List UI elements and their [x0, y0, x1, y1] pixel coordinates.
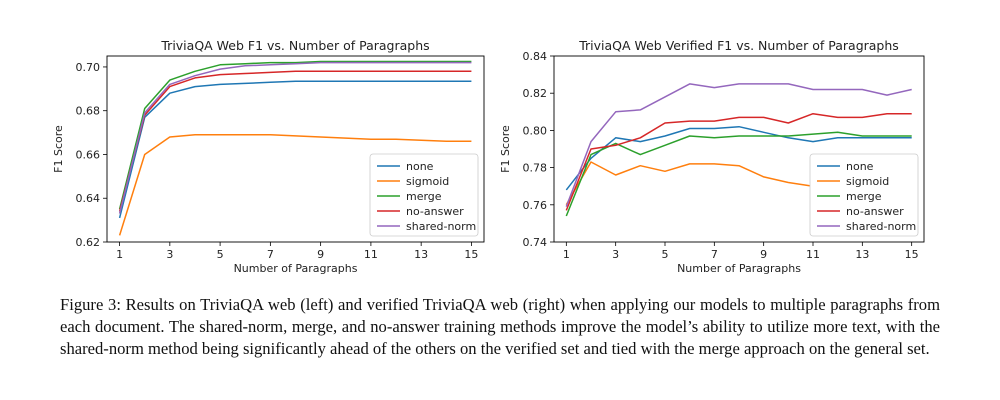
x-tick-label: 11 [806, 248, 820, 261]
y-tick-label: 0.74 [523, 236, 548, 249]
y-tick-label: 0.76 [523, 199, 548, 212]
plot-frame [553, 55, 925, 243]
legend-label-none: none [846, 160, 874, 173]
y-axis-label: F1 Score [52, 125, 65, 173]
x-tick-label: 13 [855, 248, 869, 261]
series-line-merge [118, 60, 472, 210]
y-tick-label: 0.66 [76, 148, 101, 161]
x-tick-label: 5 [662, 248, 669, 261]
x-tick-label: 3 [612, 248, 619, 261]
y-tick-label: 0.84 [523, 50, 548, 63]
y-tick-label: 0.82 [523, 87, 548, 100]
y-axis-label: F1 Score [499, 125, 512, 173]
series-line-sigmoid [118, 134, 472, 236]
y-tick-label: 0.70 [76, 61, 101, 74]
x-tick-label: 15 [905, 248, 919, 261]
legend-label-sigmoid: sigmoid [406, 175, 449, 188]
legend-label-merge: merge [406, 190, 442, 203]
x-tick-label: 1 [116, 248, 123, 261]
legend-label-merge: merge [846, 190, 882, 203]
x-tick-label: 13 [414, 248, 428, 261]
legend-label-sigmoid: sigmoid [846, 175, 889, 188]
x-tick-label: 7 [267, 248, 274, 261]
chart-left: TriviaQA Web F1 vs. Number of Paragraphs… [52, 38, 485, 275]
chart-right: TriviaQA Web Verified F1 vs. Number of P… [499, 38, 925, 275]
legend-box [369, 153, 479, 237]
series-line-no-answer [118, 70, 472, 212]
series-line-shared-norm [118, 61, 472, 214]
series-line-merge [565, 131, 912, 217]
figure-caption: Figure 3: Results on TriviaQA web (left)… [60, 295, 940, 358]
x-axis-label: Number of Paragraphs [677, 262, 801, 275]
y-tick-label: 0.78 [523, 162, 548, 175]
chart-title: TriviaQA Web Verified F1 vs. Number of P… [578, 38, 899, 53]
legend-label-no-answer: no-answer [406, 205, 464, 218]
y-tick-label: 0.64 [76, 192, 101, 205]
legend-label-no-answer: no-answer [846, 205, 904, 218]
x-tick-label: 1 [563, 248, 570, 261]
plot-frame [106, 55, 485, 243]
legend-label-shared-norm: shared-norm [406, 220, 476, 233]
x-tick-label: 9 [760, 248, 767, 261]
legend-label-shared-norm: shared-norm [846, 220, 916, 233]
y-tick-label: 0.68 [76, 105, 101, 118]
series-line-no-answer [565, 112, 912, 211]
x-tick-label: 9 [317, 248, 324, 261]
series-line-none [118, 80, 472, 219]
figure: TriviaQA Web F1 vs. Number of Paragraphs… [52, 38, 925, 275]
x-axis-label: Number of Paragraphs [234, 262, 358, 275]
series-line-none [565, 125, 912, 191]
x-tick-label: 7 [711, 248, 718, 261]
chart-title: TriviaQA Web F1 vs. Number of Paragraphs [160, 38, 429, 53]
x-tick-label: 5 [217, 248, 224, 261]
x-tick-label: 11 [364, 248, 378, 261]
legend-box [809, 153, 919, 237]
y-tick-label: 0.80 [523, 124, 548, 137]
x-tick-label: 15 [464, 248, 478, 261]
y-tick-label: 0.62 [76, 236, 101, 249]
series-line-shared-norm [565, 83, 912, 207]
x-tick-label: 3 [166, 248, 173, 261]
legend-label-none: none [406, 160, 434, 173]
